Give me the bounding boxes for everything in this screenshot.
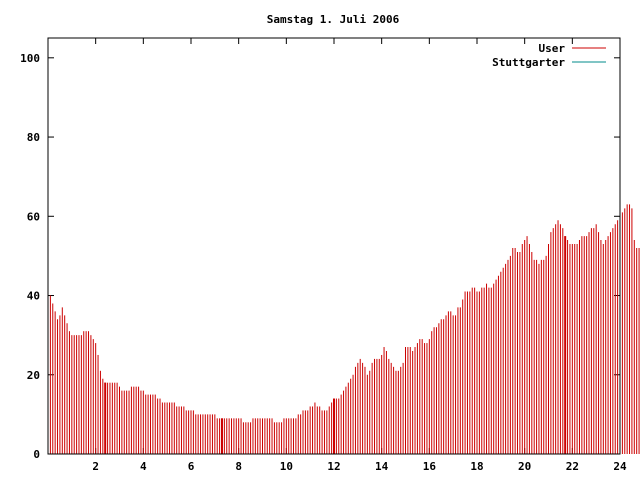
legend-label-stuttgarter: Stuttgarter [492, 56, 565, 69]
x-tick-label: 22 [566, 460, 579, 473]
x-tick-label: 4 [140, 460, 147, 473]
x-tick-label: 6 [188, 460, 195, 473]
legend: User Stuttgarter [492, 42, 606, 69]
y-tick-label: 0 [33, 448, 40, 461]
y-axis-ticks: 0 20 40 60 80 100 [20, 52, 620, 461]
y-tick-label: 20 [27, 369, 40, 382]
y-tick-label: 80 [27, 131, 40, 144]
x-tick-label: 14 [375, 460, 389, 473]
series-user-bars [47, 204, 640, 454]
y-tick-label: 40 [27, 290, 40, 303]
plot-frame [47, 37, 621, 455]
x-tick-label: 18 [470, 460, 483, 473]
x-tick-label: 12 [327, 460, 340, 473]
x-tick-label: 8 [235, 460, 242, 473]
x-tick-label: 10 [280, 460, 293, 473]
y-tick-label: 60 [27, 210, 40, 223]
x-tick-label: 16 [423, 460, 437, 473]
x-tick-label: 24 [613, 460, 627, 473]
legend-label-user: User [539, 42, 566, 55]
chart-title: Samstag 1. Juli 2006 [267, 13, 400, 26]
x-tick-label: 2 [92, 460, 99, 473]
y-tick-label: 100 [20, 52, 40, 65]
x-axis-ticks: 2 4 6 8 10 12 14 16 18 20 22 24 [92, 38, 627, 473]
x-tick-label: 20 [518, 460, 531, 473]
